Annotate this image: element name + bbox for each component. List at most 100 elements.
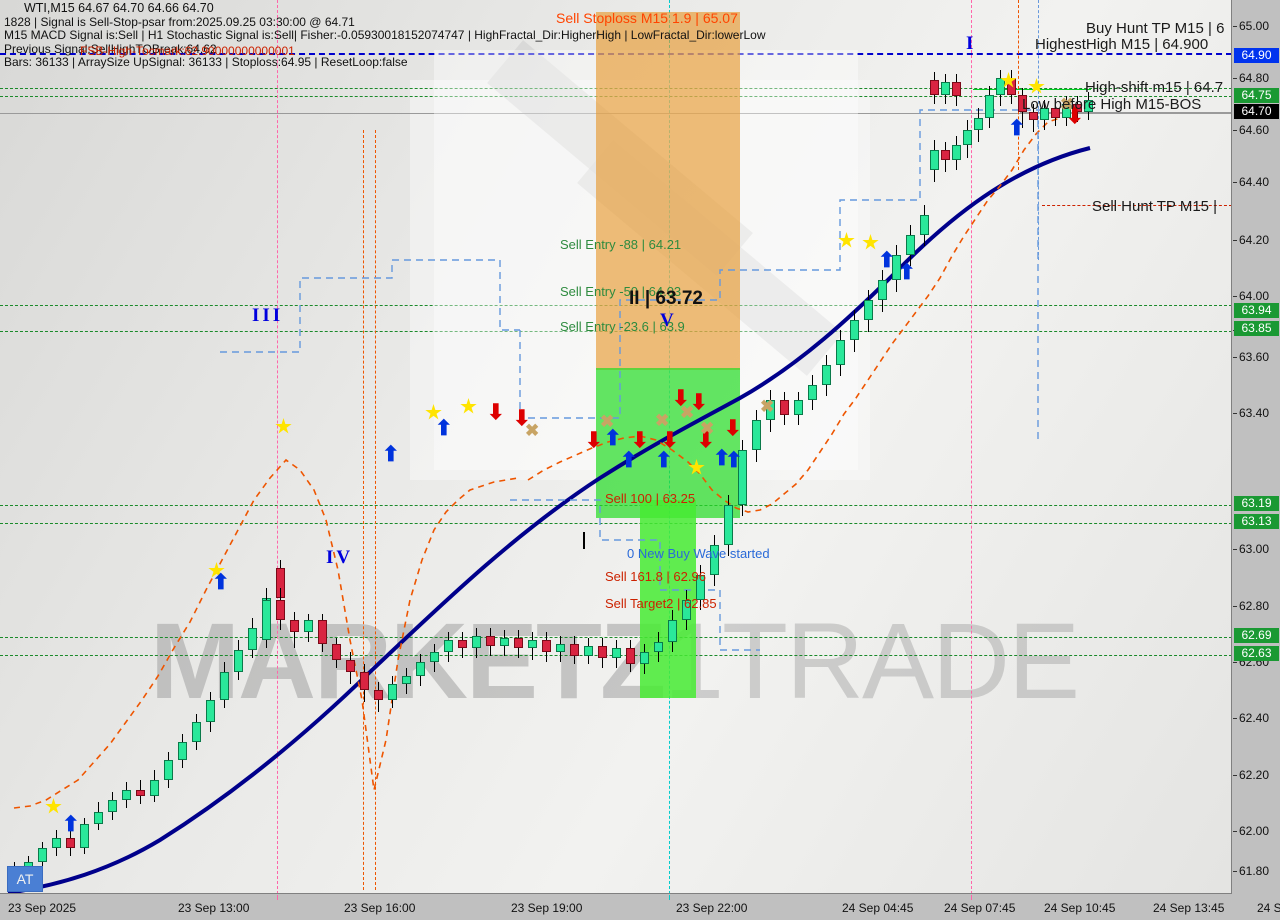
price-badge: 63.19 [1234, 496, 1279, 511]
sell-arrow-down: ⬇ [1066, 105, 1084, 128]
chart-plot-area[interactable]: MARKETZ1TRADE [0, 0, 1232, 894]
wave-label-V: V [660, 310, 677, 331]
header-line3-overlap: FSB-High-Tocmark:62.90000000000001 [80, 44, 295, 58]
sell-arrow-down: ⬇ [672, 387, 690, 410]
time-tick: 23 Sep 2025 [8, 901, 77, 915]
header-line3: Previous Signal:SellHighTOBreak:64.62 [4, 41, 217, 56]
buy-arrow-up: ⬆ [878, 249, 896, 272]
price-tick: 62.20 [1233, 768, 1269, 782]
header-line2: M15 MACD Signal is:Sell | H1 Stochastic … [4, 28, 766, 42]
sell-arrow-down: ⬇ [585, 429, 603, 452]
sell-arrow-down: ⬇ [697, 429, 715, 452]
watermark-thin: 1TRADE [663, 600, 1080, 721]
annotation-low-before-high: Low before High M15-BOS [1022, 96, 1202, 113]
vertical-divider-pink [277, 0, 278, 893]
price-badge: 64.75 [1234, 88, 1279, 103]
annotation-sell-hunt-tp: Sell Hunt TP M15 | [1092, 198, 1218, 215]
price-badge: 63.13 [1234, 514, 1279, 529]
price-tick: 62.40 [1233, 711, 1269, 725]
level-line-green [0, 523, 1231, 524]
time-marker [277, 895, 278, 900]
buy-arrow-up: ⬆ [62, 813, 80, 836]
annotation-sell-stoploss: Sell Stoploss M15 1.9 | 65.07 [556, 10, 738, 26]
buy-arrow-up: ⬆ [435, 417, 453, 440]
wave-label-IV: IV [326, 547, 354, 568]
level-line-bos [1020, 112, 1231, 113]
annotation-high-shift: High-shift m15 | 64.7 [1085, 79, 1224, 96]
price-scale[interactable]: 65.0064.8064.6064.4064.2064.0063.8063.60… [1233, 0, 1280, 894]
sell-arrow-down: ⬇ [661, 429, 679, 452]
sell-arrow-down: ⬇ [631, 429, 649, 452]
annotation-wave-II-price: II | 63.72 [629, 288, 703, 309]
time-marker [971, 895, 972, 900]
cross-marker: ✖ [680, 403, 695, 422]
price-tick: 64.60 [1233, 123, 1269, 137]
buy-arrow-up: ⬆ [1008, 117, 1026, 140]
annotation-buy-hunt-tp: Buy Hunt TP M15 | 6 [1086, 20, 1225, 37]
wave-label-I-tick [583, 532, 585, 549]
buy-arrow-up: ⬆ [898, 261, 916, 284]
star-marker [45, 798, 62, 814]
header-ticker: WTI,M15 64.67 64.70 64.66 64.70 [24, 1, 214, 15]
price-badge: 62.69 [1234, 628, 1279, 643]
auto-trading-badge[interactable]: AT [7, 866, 43, 892]
price-tick: 62.00 [1233, 824, 1269, 838]
vertical-divider-orange [375, 130, 376, 890]
price-badge: 64.90 [1234, 48, 1279, 63]
time-tick: 23 Sep 19:00 [511, 901, 583, 915]
time-tick: 23 Sep 22:00 [676, 901, 748, 915]
time-marker [669, 895, 670, 900]
price-tick: 64.40 [1233, 175, 1269, 189]
buy-arrow-up: ⬆ [382, 443, 400, 466]
annotation-sell-entry-50: Sell Entry -50 | 64.03 [560, 284, 682, 299]
buy-arrow-up: ⬆ [725, 449, 743, 472]
price-tick: 61.80 [1233, 864, 1269, 878]
time-tick: 24 Sep 13:45 [1153, 901, 1225, 915]
price-tick: 62.80 [1233, 599, 1269, 613]
chart-info-header: WTI,M15 64.67 64.70 64.66 64.70 1828 | S… [4, 1, 766, 70]
sell-arrow-down: ⬇ [513, 407, 531, 430]
price-badge: 64.70 [1234, 104, 1279, 119]
annotation-sell-target2: Sell Target2 | 62.85 [605, 596, 717, 611]
annotation-highest-high: HighestHigh M15 | 64.900 [1035, 36, 1209, 53]
price-tick: 65.00 [1233, 19, 1269, 33]
watermark-bold: MARKETZ [150, 600, 666, 721]
buy-arrow-up: ⬆ [655, 449, 673, 472]
annotation-sell-100: Sell 100 | 63.25 [605, 491, 696, 506]
price-tick: 64.80 [1233, 71, 1269, 85]
annotation-sell-entry-236: Sell Entry -23.6 | 63.9 [560, 319, 685, 334]
buy-arrow-up: ⬆ [713, 447, 731, 470]
level-line-solid-green [973, 89, 1091, 90]
price-tick: 63.00 [1233, 542, 1269, 556]
price-tick: 64.20 [1233, 233, 1269, 247]
price-badge: 62.63 [1234, 646, 1279, 661]
sell-arrow-down: ⬇ [724, 417, 742, 440]
cross-marker: ✖ [600, 412, 615, 431]
time-tick: 24 Sep 10:45 [1044, 901, 1116, 915]
wave-label-I: I [966, 33, 977, 54]
vertical-divider-orange [1018, 0, 1019, 170]
price-tick: 63.60 [1233, 350, 1269, 364]
annotation-sell-1618: Sell 161.8 | 62.96 [605, 569, 706, 584]
price-badge: 63.94 [1234, 303, 1279, 318]
price-tick: 64.00 [1233, 289, 1269, 303]
time-tick: 24 Sep 04:45 [842, 901, 914, 915]
time-scale[interactable]: 23 Sep 2025 23 Sep 13:00 23 Sep 16:00 23 Se… [0, 895, 1280, 920]
vertical-divider-orange [363, 130, 364, 890]
cross-marker: ✖ [760, 397, 775, 416]
buy-arrow-up: ⬆ [212, 571, 230, 594]
buy-arrow-up: ⬆ [620, 449, 638, 472]
time-tick: 24 Sep 07:45 [944, 901, 1016, 915]
sell-arrow-down: ⬇ [487, 401, 505, 424]
buy-arrow-up: ⬆ [604, 427, 622, 450]
star-marker [1028, 78, 1045, 94]
cross-marker: ✖ [525, 421, 540, 440]
level-line-red-dashed [1042, 205, 1231, 206]
annotation-sell-entry-88: Sell Entry -88 | 64.21 [560, 237, 682, 252]
price-badge: 63.85 [1234, 321, 1279, 336]
time-tick: 23 Sep 13:00 [178, 901, 250, 915]
cross-marker: ✖ [655, 411, 670, 430]
time-tick: 24 Sep 16:45 [1257, 901, 1280, 915]
level-line-green [0, 637, 1231, 638]
